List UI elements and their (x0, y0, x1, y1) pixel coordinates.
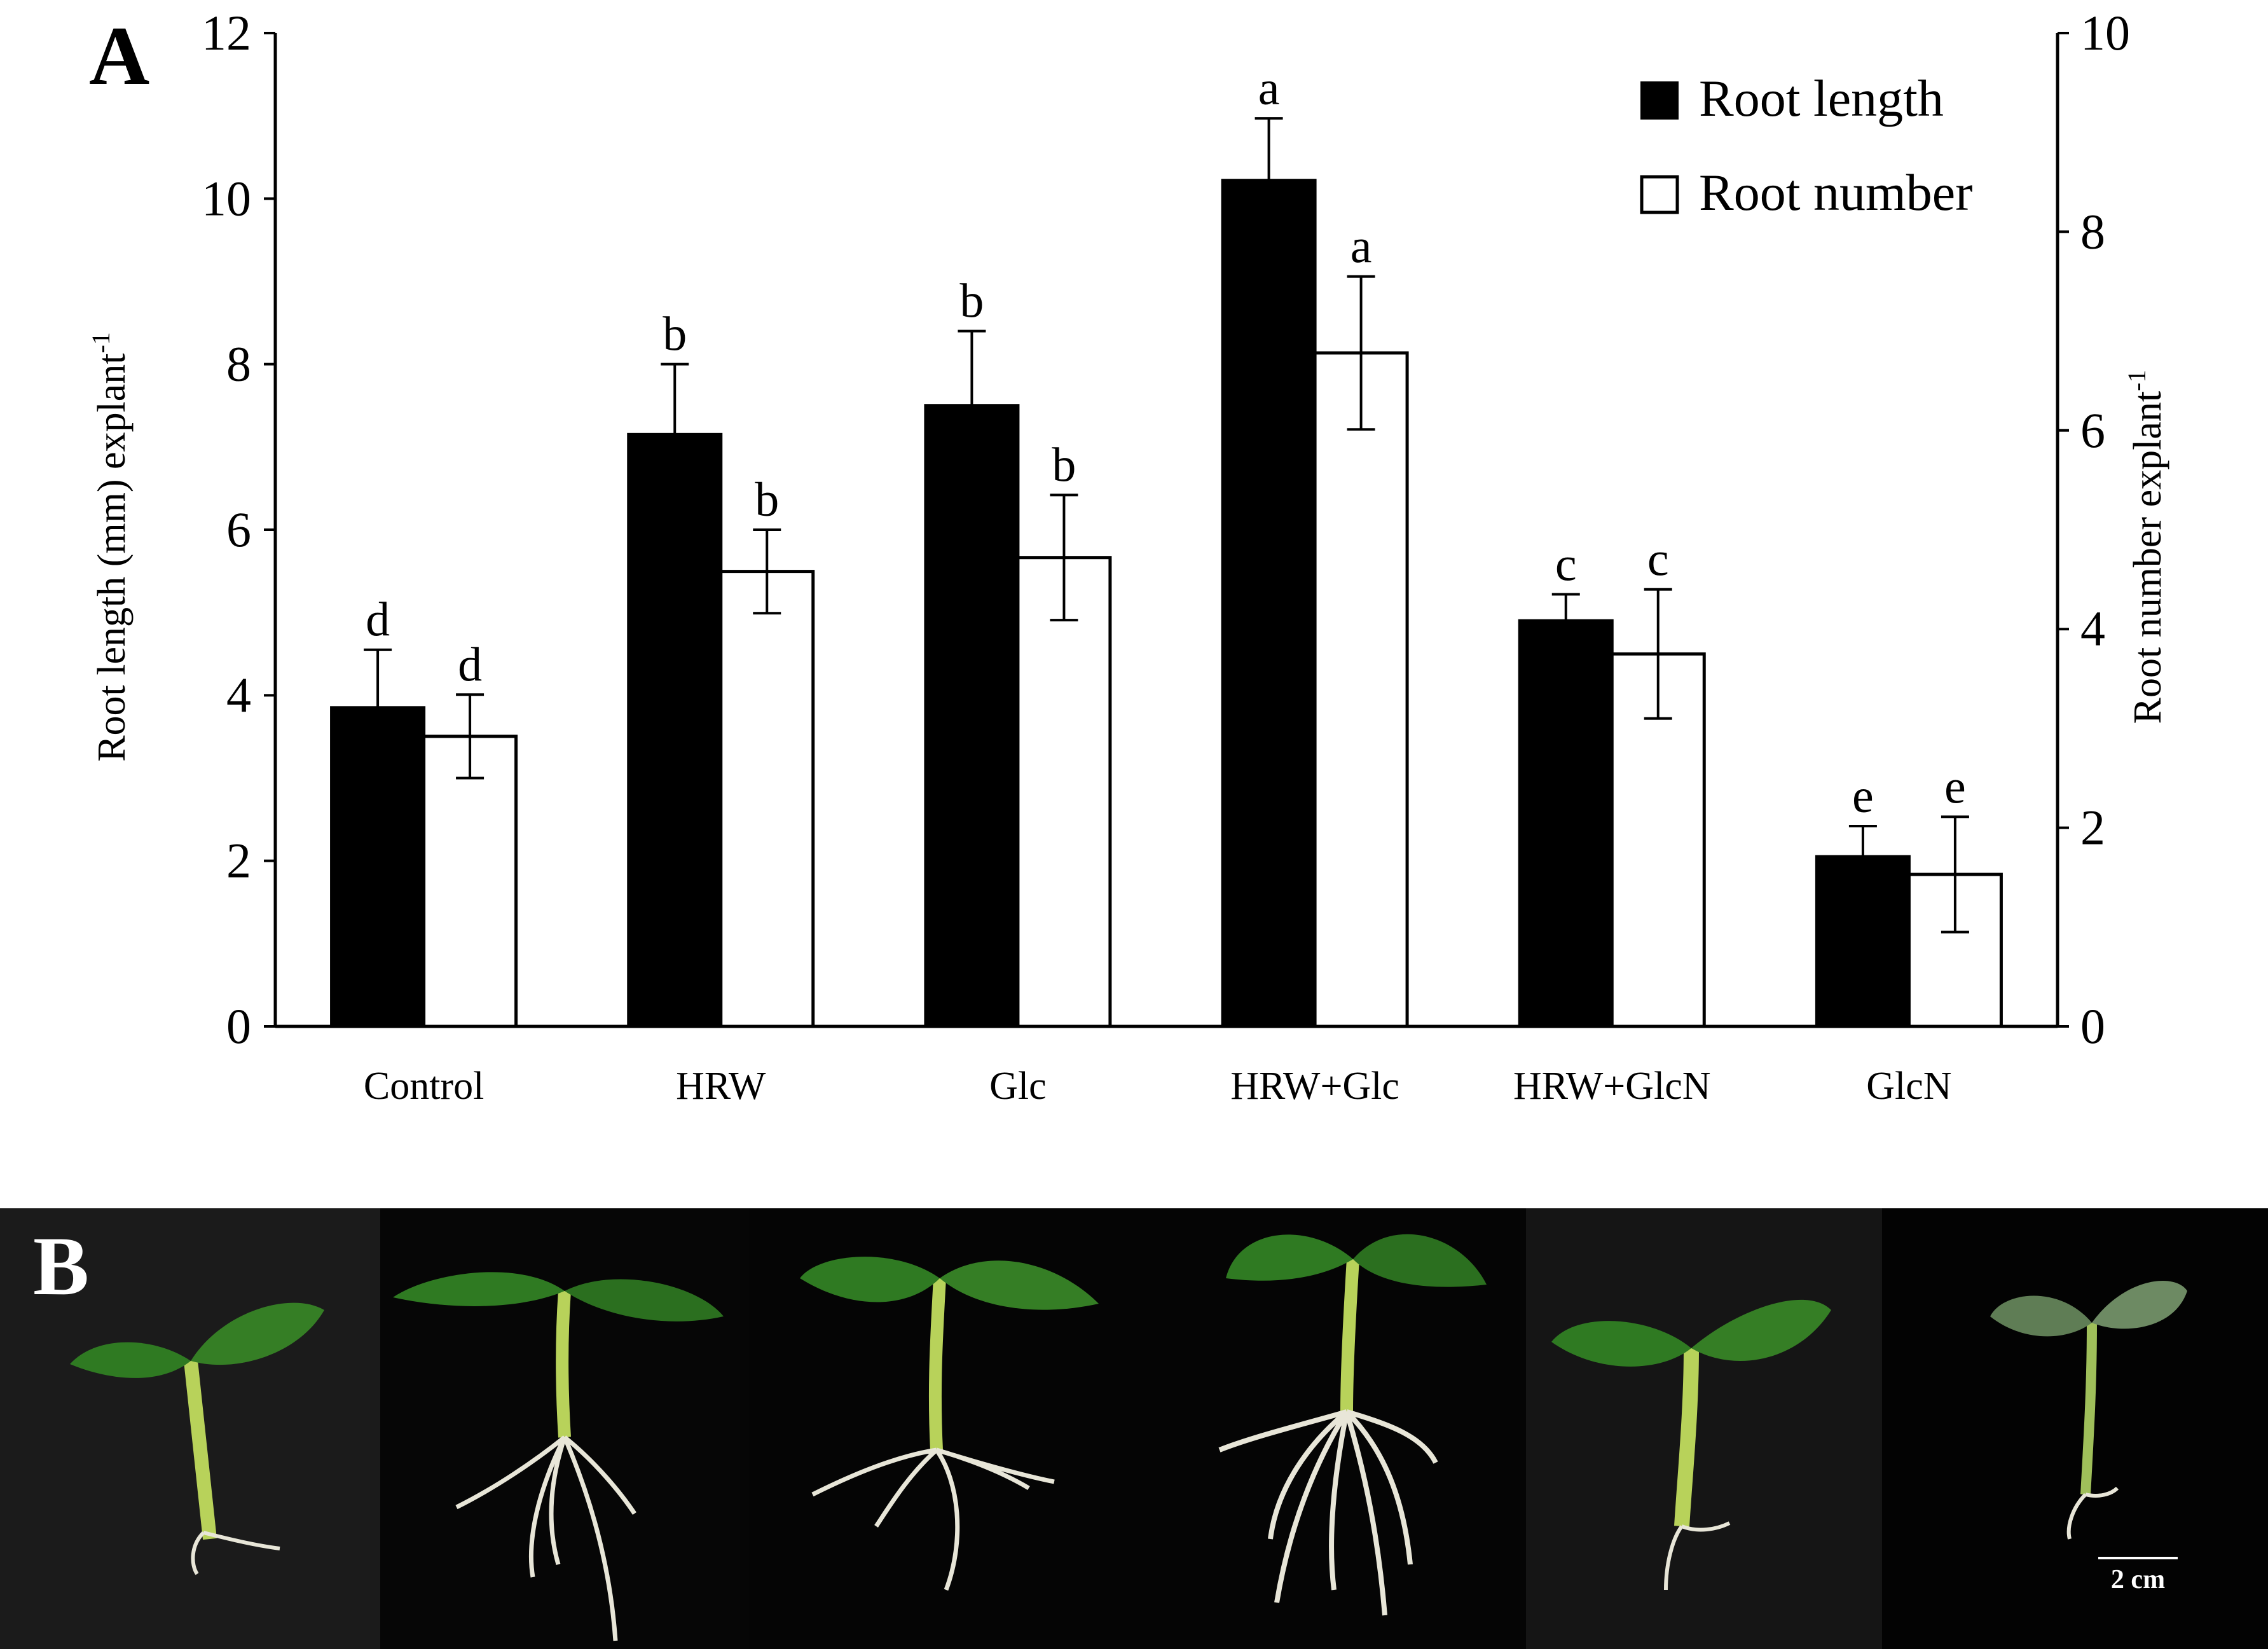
y-axis-left-superscript: -1 (86, 332, 115, 353)
bar-root-length-4 (1518, 619, 1614, 1028)
y-right-tick-label-10: 10 (2080, 5, 2130, 60)
y-left-tick-label-4: 4 (226, 667, 251, 722)
panel-a-letter: A (89, 9, 149, 102)
scale-bar (2098, 1557, 2178, 1559)
significance-letter-0-3: a (1258, 62, 1280, 115)
y-right-tick-label-0: 0 (2080, 998, 2105, 1054)
legend-root-length-label: Root length (1699, 69, 1944, 127)
y-left-tick-label-6: 6 (226, 502, 251, 557)
scale-bar-label: 2 cm (2110, 1565, 2166, 1594)
legend-root-number-label: Root number (1699, 163, 1972, 221)
bar-root-number-2 (1016, 556, 1112, 1028)
seedling-photo-strip: B 2 cm (0, 1208, 2268, 1649)
bar-root-number-3 (1313, 351, 1409, 1028)
y-right-tick-label-4: 4 (2080, 601, 2105, 656)
y-left-tick-label-0: 0 (226, 998, 251, 1054)
seedling-hrw-glcn-image (1526, 1208, 1882, 1649)
legend: Root length Root number (1640, 69, 1972, 221)
x-tick-label-5: GlcN (1866, 1065, 1951, 1108)
bar-root-number-0 (422, 735, 518, 1028)
significance-letter-0-5: e (1852, 769, 1874, 823)
x-tick-label-2: Glc (989, 1065, 1047, 1108)
y-axis-right-superscript: -1 (2122, 370, 2151, 391)
y-axis-right-ticks: 0 2 4 6 8 10 (2058, 5, 2130, 1054)
photo-hrw (380, 1208, 749, 1649)
y-left-tick-label-8: 8 (226, 336, 251, 392)
y-axis-left-ticks: 0 2 4 6 8 10 12 (202, 5, 275, 1054)
significance-letter-1-2: b (1052, 438, 1076, 492)
x-tick-label-0: Control (364, 1065, 484, 1108)
y-right-tick-label-2: 2 (2080, 800, 2105, 855)
legend-root-length-swatch (1640, 81, 1679, 120)
photo-glc (749, 1208, 1124, 1649)
y-right-tick-label-8: 8 (2080, 204, 2105, 259)
significance-letter-1-3: a (1350, 220, 1372, 273)
photo-hrw-glc (1124, 1208, 1526, 1649)
bar-marks: d d b b b b a a c c e e (330, 62, 2003, 1028)
bar-root-length-2 (924, 404, 1020, 1028)
bar-root-number-1 (719, 570, 815, 1028)
significance-letter-1-4: c (1647, 533, 1669, 586)
bar-root-length-1 (627, 432, 723, 1028)
bar-root-number-4 (1610, 652, 1706, 1028)
y-axis-right-label: Root number explant (2126, 391, 2169, 724)
seedling-hrw-image (380, 1208, 749, 1649)
x-tick-label-3: HRW+Glc (1230, 1065, 1399, 1108)
y-left-tick-label-2: 2 (226, 833, 251, 888)
x-tick-label-4: HRW+GlcN (1513, 1065, 1710, 1108)
y-left-tick-label-12: 12 (202, 5, 251, 60)
seedling-hrw-glc-image (1124, 1208, 1526, 1649)
bar-root-length-3 (1221, 179, 1317, 1028)
x-tick-label-1: HRW (676, 1065, 766, 1108)
y-axis-right-title: Root number explant-1 (2122, 370, 2169, 724)
significance-letter-0-2: b (959, 275, 984, 328)
panel-b-letter: B (33, 1219, 90, 1313)
legend-root-number-swatch (1640, 175, 1679, 214)
x-axis-tick-labels: Control HRW Glc HRW+Glc HRW+GlcN GlcN (364, 1065, 1952, 1108)
significance-letter-1-5: e (1944, 760, 1966, 813)
seedling-control-image (0, 1208, 380, 1649)
significance-letter-1-1: b (755, 473, 779, 527)
photo-control (0, 1208, 380, 1649)
y-axis-left-title: Root length (mm) explant-1 (86, 332, 134, 762)
significance-letter-0-1: b (663, 308, 687, 361)
y-right-tick-label-6: 6 (2080, 403, 2105, 458)
y-axis-left-label: Root length (mm) explant (90, 354, 134, 762)
photo-hrw-glcn (1526, 1208, 1882, 1649)
significance-letter-1-0: d (458, 638, 482, 691)
seedling-glc-image (749, 1208, 1124, 1649)
seedling-glcn-image (1882, 1208, 2268, 1649)
photo-glcn (1882, 1208, 2268, 1649)
significance-letter-0-4: c (1555, 538, 1577, 591)
significance-letter-0-0: d (366, 593, 390, 647)
y-left-tick-label-10: 10 (202, 170, 251, 226)
